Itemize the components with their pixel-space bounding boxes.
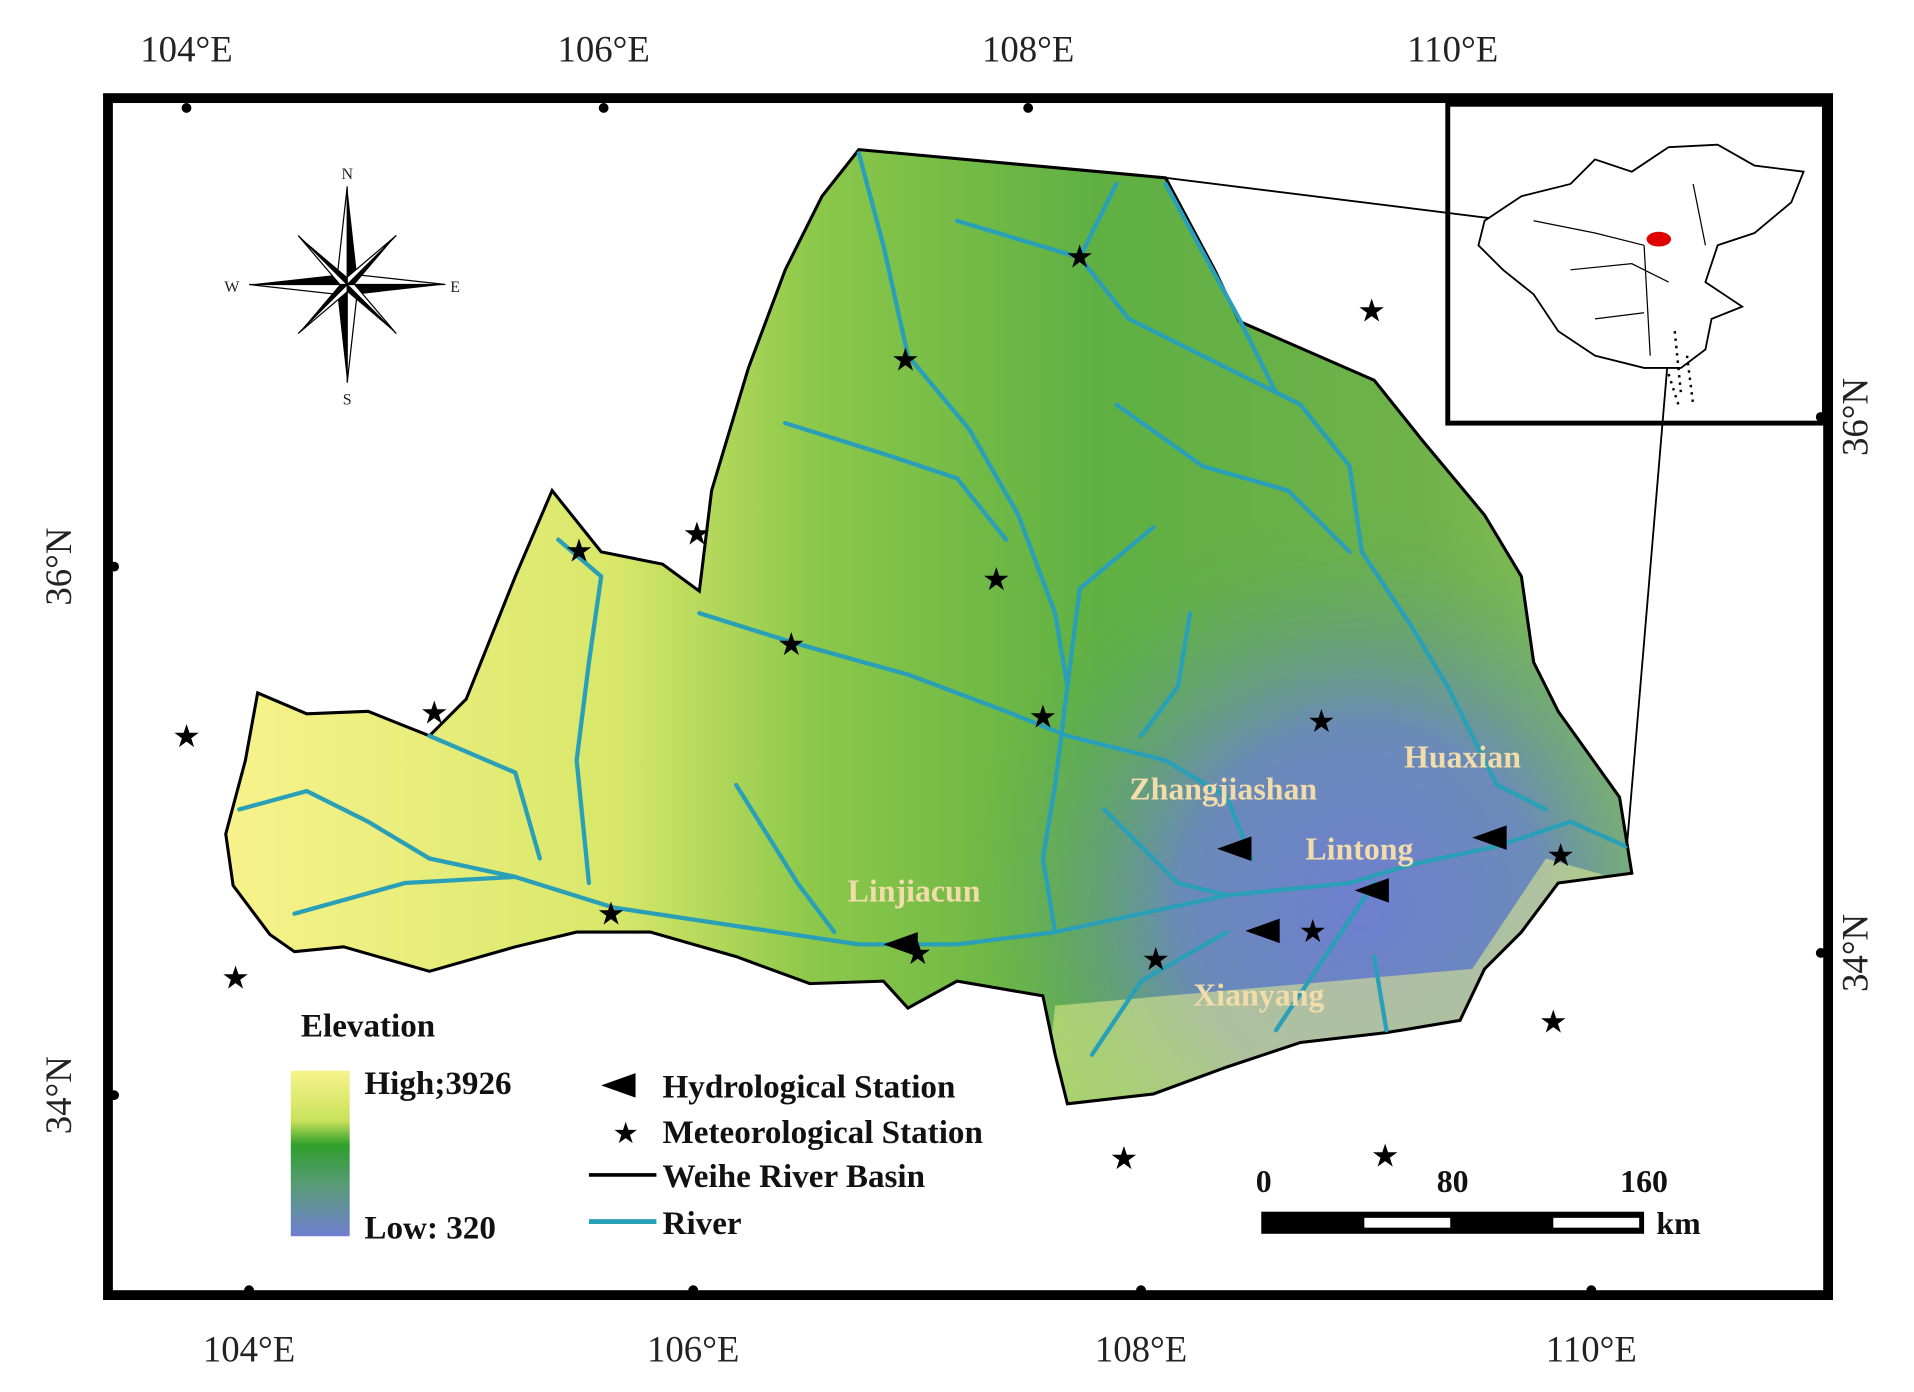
station-label: Linjiacun xyxy=(848,873,981,908)
legend-item: Weihe River Basin xyxy=(663,1158,925,1195)
compass: N S W E xyxy=(224,166,460,409)
lat-label: 34°N xyxy=(1834,914,1875,992)
lat-label: 36°N xyxy=(1834,378,1875,456)
compass-w: W xyxy=(224,279,240,296)
meteo-stations: ★ ★ ★ ★ ★ ★ ★ ★ ★ ★ ★ ★ ★ ★ ★ ★ ★ ★ ★ ★ xyxy=(172,237,1575,1176)
svg-text:★: ★ xyxy=(1539,1003,1568,1041)
svg-text:★: ★ xyxy=(1110,1139,1139,1177)
legend-item: Meteorological Station xyxy=(663,1114,983,1151)
lon-label: 106°E xyxy=(557,28,649,69)
scale-label: 160 xyxy=(1620,1164,1668,1199)
svg-text:★: ★ xyxy=(1371,1136,1400,1174)
svg-text:★: ★ xyxy=(597,895,626,933)
lon-label: 110°E xyxy=(1407,28,1498,69)
legend-low: Low: 320 xyxy=(364,1210,496,1247)
compass-n: N xyxy=(341,166,353,183)
legend-item: Hydrological Station xyxy=(663,1069,956,1106)
compass-e: E xyxy=(450,279,460,296)
compass-s: S xyxy=(343,392,352,409)
lon-label: 108°E xyxy=(982,28,1074,69)
lat-label: 36°N xyxy=(38,528,79,606)
scale-label: 80 xyxy=(1437,1164,1469,1199)
svg-text:★: ★ xyxy=(777,625,806,663)
svg-text:★: ★ xyxy=(565,532,594,570)
svg-text:★: ★ xyxy=(1546,836,1575,874)
svg-text:★: ★ xyxy=(891,340,920,378)
svg-text:★: ★ xyxy=(420,694,449,732)
lon-label: 110°E xyxy=(1546,1328,1637,1369)
frame-ticks xyxy=(109,103,1826,1296)
svg-text:★: ★ xyxy=(172,717,201,755)
svg-text:★: ★ xyxy=(982,560,1011,598)
lat-label: 34°N xyxy=(38,1056,79,1134)
hydro-stations xyxy=(883,825,1507,957)
legend-title: Elevation xyxy=(301,1007,435,1044)
svg-text:★: ★ xyxy=(1357,291,1386,329)
svg-text:★: ★ xyxy=(1141,940,1170,978)
lon-label: 108°E xyxy=(1095,1328,1187,1369)
scale-unit: km xyxy=(1656,1206,1700,1241)
scale-label: 0 xyxy=(1256,1164,1272,1199)
legend-item: River xyxy=(663,1205,742,1242)
scale-bar xyxy=(1261,1211,1645,1234)
station-label: Lintong xyxy=(1305,832,1413,867)
station-label: Xianyang xyxy=(1193,978,1324,1013)
legend-high: High;3926 xyxy=(364,1065,511,1102)
svg-text:★: ★ xyxy=(683,515,712,553)
lon-label: 106°E xyxy=(647,1328,739,1369)
station-label: Huaxian xyxy=(1404,740,1521,775)
legend-hydro-symbol xyxy=(601,1073,636,1098)
station-label: Zhangjiashan xyxy=(1129,772,1317,807)
legend-ramp xyxy=(290,1070,350,1237)
legend-meteo-symbol: ★ xyxy=(613,1116,639,1150)
inset xyxy=(1165,101,1827,847)
svg-text:★: ★ xyxy=(221,959,250,997)
lon-label: 104°E xyxy=(140,28,232,69)
svg-text:★: ★ xyxy=(1307,702,1336,740)
lon-label: 104°E xyxy=(203,1328,295,1369)
svg-text:★: ★ xyxy=(1299,912,1328,950)
svg-text:★: ★ xyxy=(1029,697,1058,735)
svg-text:★: ★ xyxy=(1065,237,1094,275)
rivers xyxy=(237,151,1628,1057)
